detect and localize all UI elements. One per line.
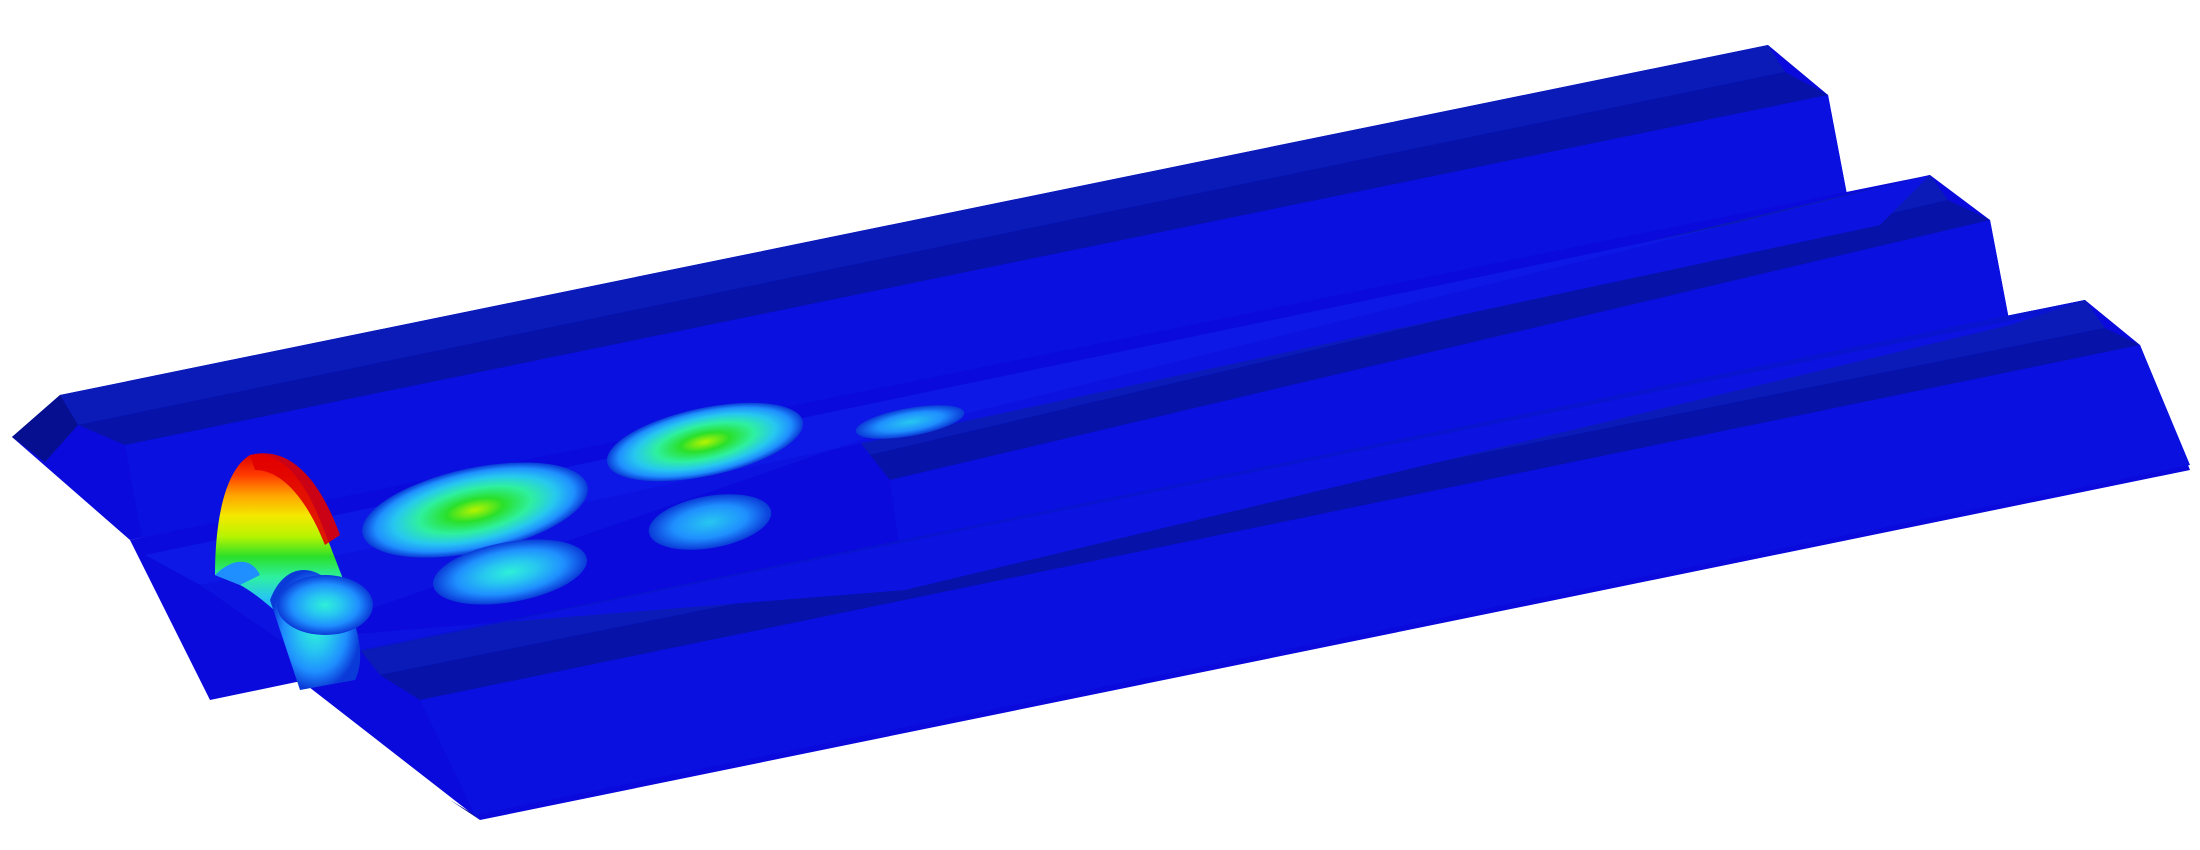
bulge-large-1 [362,462,588,558]
rib-1 [12,45,1848,555]
bulge-large-2 [606,402,804,482]
bulge-lower-front [277,575,373,635]
bulge-small-far [855,405,965,439]
buckling-deformation [215,402,965,690]
bulge-lower-2 [648,494,772,550]
bulge-lower-1 [433,539,587,605]
